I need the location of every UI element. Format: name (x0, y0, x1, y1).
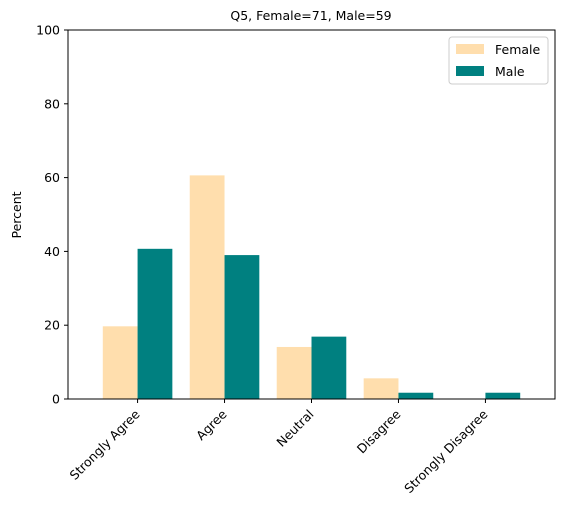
bar-female-agree (189, 175, 225, 399)
bar-female-strongly-agree (102, 326, 138, 399)
legend-label-female: Female (495, 42, 541, 57)
axes-layer: 0 20 40 60 80 100 Strongly Agree Agree Neutral Di… (36, 23, 556, 496)
x-tick-label: Strongly Disagree (401, 406, 491, 496)
x-tick-label: Disagree (354, 406, 404, 456)
bar-male-strongly-disagree (485, 392, 521, 399)
bar-female-disagree (363, 378, 399, 399)
y-tick-label: 100 (36, 23, 60, 38)
y-tick-label: 20 (44, 318, 60, 333)
y-tick-label: 0 (52, 392, 60, 407)
legend-swatch-male (456, 66, 484, 76)
y-tick-label: 60 (44, 170, 60, 185)
bar-male-neutral (311, 336, 347, 399)
y-tick-label: 40 (44, 244, 60, 259)
x-tick-label: Agree (193, 406, 230, 443)
x-tick-label: Neutral (273, 407, 316, 450)
bar-male-agree (224, 255, 260, 399)
y-axis-label: Percent (9, 191, 24, 238)
legend-swatch-female (456, 44, 484, 54)
legend-label-male: Male (495, 64, 525, 79)
bar-male-strongly-agree (137, 248, 173, 399)
legend: Female Male (448, 36, 549, 85)
bars-layer (102, 175, 521, 399)
y-tick-label: 80 (44, 96, 60, 111)
bar-female-neutral (276, 346, 312, 399)
x-tick-label: Strongly Agree (66, 406, 142, 482)
bar-male-disagree (398, 392, 434, 399)
chart-title: Q5, Female=71, Male=59 (230, 8, 391, 23)
